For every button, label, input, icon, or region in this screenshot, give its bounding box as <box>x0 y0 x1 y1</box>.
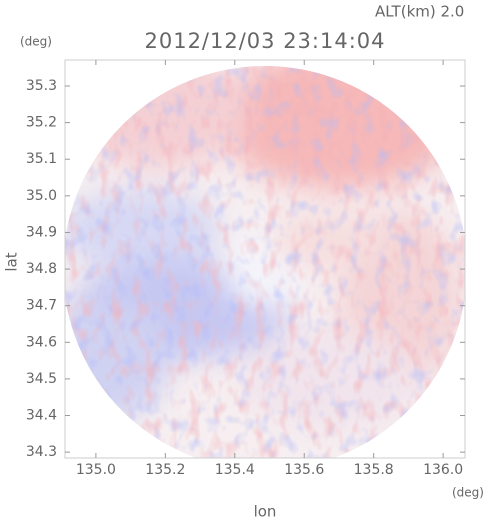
x-tick-label: 135.0 <box>76 462 116 478</box>
radar-field <box>65 66 465 458</box>
x-tick-label: 135.6 <box>284 462 324 478</box>
y-tick-label: 34.8 <box>26 261 57 277</box>
plot-frame <box>64 59 466 459</box>
x-tick-label: 136.0 <box>423 462 463 478</box>
y-axis-label: lat <box>3 252 21 271</box>
y-unit: (deg) <box>20 35 52 49</box>
y-tick-label: 35.3 <box>26 78 57 94</box>
x-axis-label: lon <box>254 503 277 521</box>
y-tick-label: 34.9 <box>26 224 57 240</box>
x-unit: (deg) <box>452 486 484 500</box>
y-tick-label: 34.5 <box>26 371 57 387</box>
y-tick-label: 35.1 <box>26 151 57 167</box>
y-tick-label: 34.3 <box>26 444 57 460</box>
subtitle: ALT(km) 2.0 <box>375 3 464 21</box>
x-tick-label: 135.8 <box>354 462 394 478</box>
y-tick-label: 35.0 <box>26 188 57 204</box>
x-tick-label: 135.2 <box>145 462 185 478</box>
y-tick-label: 34.6 <box>26 334 57 350</box>
y-tick-label: 35.2 <box>26 115 57 131</box>
chart-title: 2012/12/03 23:14:04 <box>144 29 385 53</box>
y-tick-label: 34.4 <box>26 408 57 424</box>
x-tick-label: 135.4 <box>215 462 255 478</box>
y-tick-label: 34.7 <box>26 298 57 314</box>
